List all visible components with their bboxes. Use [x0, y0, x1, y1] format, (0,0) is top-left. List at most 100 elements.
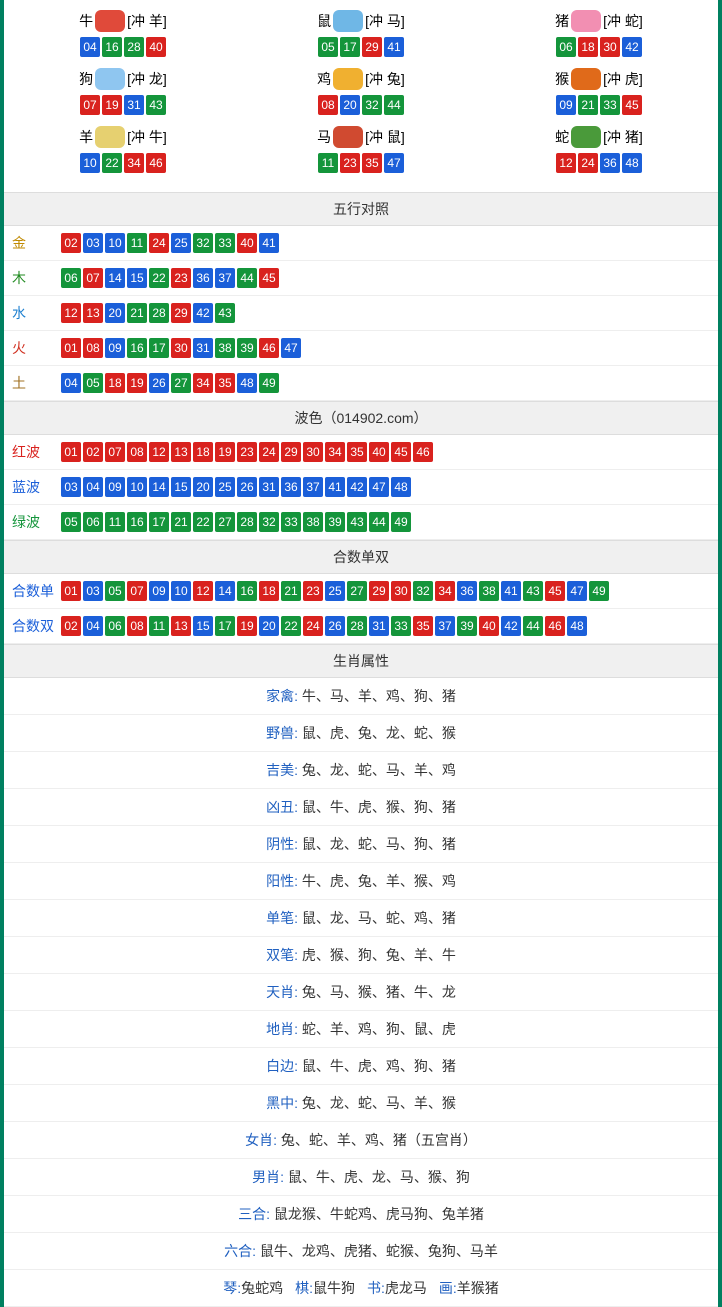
number-ball: 47 — [369, 477, 389, 497]
zodiac-clash: [冲 马] — [365, 11, 405, 31]
number-ball: 11 — [318, 153, 338, 173]
zodiac-title: 马[冲 鼠] — [317, 126, 405, 148]
kv-balls: 02031011242532334041 — [60, 232, 714, 254]
zodiac-name: 蛇 — [555, 127, 569, 147]
kv-label: 合数双 — [12, 616, 60, 636]
number-ball: 34 — [435, 581, 455, 601]
number-ball: 11 — [149, 616, 169, 636]
section-header-bose: 波色（014902.com） — [4, 401, 718, 435]
zodiac-grid: 牛[冲 羊]04162840鼠[冲 马]05172941猪[冲 蛇]061830… — [4, 0, 718, 192]
attr-value: 虎、猴、狗、兔、羊、牛 — [302, 947, 456, 963]
number-ball: 25 — [171, 233, 191, 253]
wuxing-table: 金02031011242532334041木060714152223363744… — [4, 226, 718, 401]
number-ball: 06 — [105, 616, 125, 636]
number-ball: 37 — [435, 616, 455, 636]
kv-row: 红波0102070812131819232429303435404546 — [4, 435, 718, 470]
zodiac-name: 马 — [317, 127, 331, 147]
number-ball: 13 — [83, 303, 103, 323]
number-ball: 09 — [105, 338, 125, 358]
number-ball: 08 — [318, 95, 338, 115]
number-ball: 21 — [127, 303, 147, 323]
attr-row: 家禽: 牛、马、羊、鸡、狗、猪 — [4, 678, 718, 715]
number-ball: 44 — [369, 512, 389, 532]
number-ball: 21 — [578, 95, 598, 115]
attr-row: 阳性: 牛、虎、兔、羊、猴、鸡 — [4, 863, 718, 900]
number-ball: 08 — [127, 442, 147, 462]
number-ball: 39 — [237, 338, 257, 358]
zodiac-title: 蛇 [冲 猪] — [555, 126, 643, 148]
zodiac-balls: 11233547 — [242, 152, 480, 174]
zodiac-title: 羊[冲 牛] — [79, 126, 167, 148]
zodiac-clash: [冲 龙] — [127, 69, 167, 89]
attr-value: 牛、虎、兔、羊、猴、鸡 — [302, 873, 456, 889]
attr-row: 男肖: 鼠、牛、虎、龙、马、猴、狗 — [4, 1159, 718, 1196]
attr-key: 吉美: — [266, 762, 302, 778]
zodiac-balls: 07193143 — [4, 94, 242, 116]
attr-row: 六合: 鼠牛、龙鸡、虎猪、蛇猴、兔狗、马羊 — [4, 1233, 718, 1270]
zodiac-icon — [571, 68, 601, 90]
number-ball: 10 — [171, 581, 191, 601]
zodiac-cell: 马[冲 鼠] 11233547 — [242, 120, 480, 178]
zodiac-cell: 猪[冲 蛇]06183042 — [480, 4, 718, 62]
number-ball: 19 — [215, 442, 235, 462]
number-ball: 23 — [171, 268, 191, 288]
attr-row: 吉美: 兔、龙、蛇、马、羊、鸡 — [4, 752, 718, 789]
number-ball: 46 — [259, 338, 279, 358]
kv-label: 蓝波 — [12, 477, 60, 497]
zodiac-balls: 09213345 — [480, 94, 718, 116]
number-ball: 43 — [347, 512, 367, 532]
section-header-heshu: 合数单双 — [4, 540, 718, 574]
number-ball: 36 — [281, 477, 301, 497]
zodiac-title: 鼠[冲 马] — [317, 10, 405, 32]
kv-balls: 0204060811131517192022242628313335373940… — [60, 615, 714, 637]
kv-row: 土04051819262734354849 — [4, 366, 718, 401]
number-ball: 23 — [340, 153, 360, 173]
number-ball: 33 — [281, 512, 301, 532]
number-ball: 11 — [105, 512, 125, 532]
number-ball: 07 — [127, 581, 147, 601]
zodiac-name: 猴 — [555, 69, 569, 89]
number-ball: 24 — [578, 153, 598, 173]
number-ball: 01 — [61, 338, 81, 358]
zodiac-balls: 08203244 — [242, 94, 480, 116]
number-ball: 06 — [556, 37, 576, 57]
footer-value: 鼠牛狗 — [313, 1280, 355, 1296]
number-ball: 42 — [622, 37, 642, 57]
number-ball: 45 — [622, 95, 642, 115]
number-ball: 21 — [171, 512, 191, 532]
number-ball: 20 — [193, 477, 213, 497]
number-ball: 04 — [61, 373, 81, 393]
number-ball: 03 — [83, 581, 103, 601]
attr-value: 兔、蛇、羊、鸡、猪（五宫肖） — [281, 1132, 477, 1148]
attr-row: 凶丑: 鼠、牛、虎、猴、狗、猪 — [4, 789, 718, 826]
attr-row: 女肖: 兔、蛇、羊、鸡、猪（五宫肖） — [4, 1122, 718, 1159]
number-ball: 24 — [259, 442, 279, 462]
kv-label: 火 — [12, 338, 60, 358]
number-ball: 19 — [237, 616, 257, 636]
number-ball: 26 — [325, 616, 345, 636]
kv-balls: 06071415222336374445 — [60, 267, 714, 289]
number-ball: 07 — [83, 268, 103, 288]
number-ball: 45 — [545, 581, 565, 601]
number-ball: 17 — [340, 37, 360, 57]
number-ball: 14 — [105, 268, 125, 288]
number-ball: 12 — [556, 153, 576, 173]
number-ball: 37 — [303, 477, 323, 497]
number-ball: 05 — [61, 512, 81, 532]
number-ball: 38 — [215, 338, 235, 358]
number-ball: 16 — [102, 37, 122, 57]
kv-label: 土 — [12, 373, 60, 393]
zodiac-clash: [冲 猪] — [603, 127, 643, 147]
number-ball: 06 — [83, 512, 103, 532]
number-ball: 31 — [369, 616, 389, 636]
number-ball: 42 — [501, 616, 521, 636]
number-ball: 14 — [149, 477, 169, 497]
number-ball: 33 — [391, 616, 411, 636]
zodiac-clash: [冲 牛] — [127, 127, 167, 147]
number-ball: 31 — [193, 338, 213, 358]
kv-label: 木 — [12, 268, 60, 288]
number-ball: 02 — [61, 233, 81, 253]
attr-key: 凶丑: — [266, 799, 302, 815]
zodiac-balls: 06183042 — [480, 36, 718, 58]
number-ball: 41 — [501, 581, 521, 601]
